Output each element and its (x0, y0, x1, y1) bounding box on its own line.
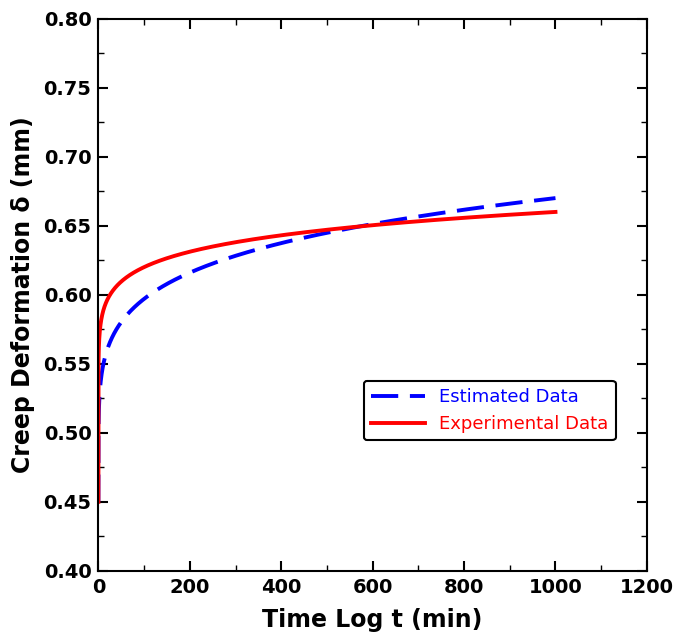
Estimated Data (458, 206, 466, 214)
Experimental Data (458, 214, 466, 222)
Estimated Data (260, 244, 268, 251)
Line: Estimated Data: Estimated Data (99, 198, 556, 502)
Experimental Data (260, 234, 268, 242)
Estimated Data (551, 194, 560, 202)
Line: Experimental Data: Experimental Data (99, 212, 556, 502)
Legend: Estimated Data, Experimental Data: Estimated Data, Experimental Data (364, 381, 616, 440)
Experimental Data (385, 220, 393, 228)
Estimated Data (117, 318, 125, 326)
Experimental Data (433, 216, 441, 224)
Estimated Data (364, 221, 373, 229)
Experimental Data (117, 278, 125, 285)
Estimated Data (433, 210, 441, 217)
Experimental Data (95, 498, 103, 505)
Experimental Data (551, 208, 560, 216)
Experimental Data (364, 222, 373, 230)
Y-axis label: Creep Deformation δ (mm): Creep Deformation δ (mm) (11, 116, 35, 473)
X-axis label: Time Log t (min): Time Log t (min) (262, 608, 483, 632)
Estimated Data (385, 217, 393, 225)
Estimated Data (95, 498, 103, 505)
